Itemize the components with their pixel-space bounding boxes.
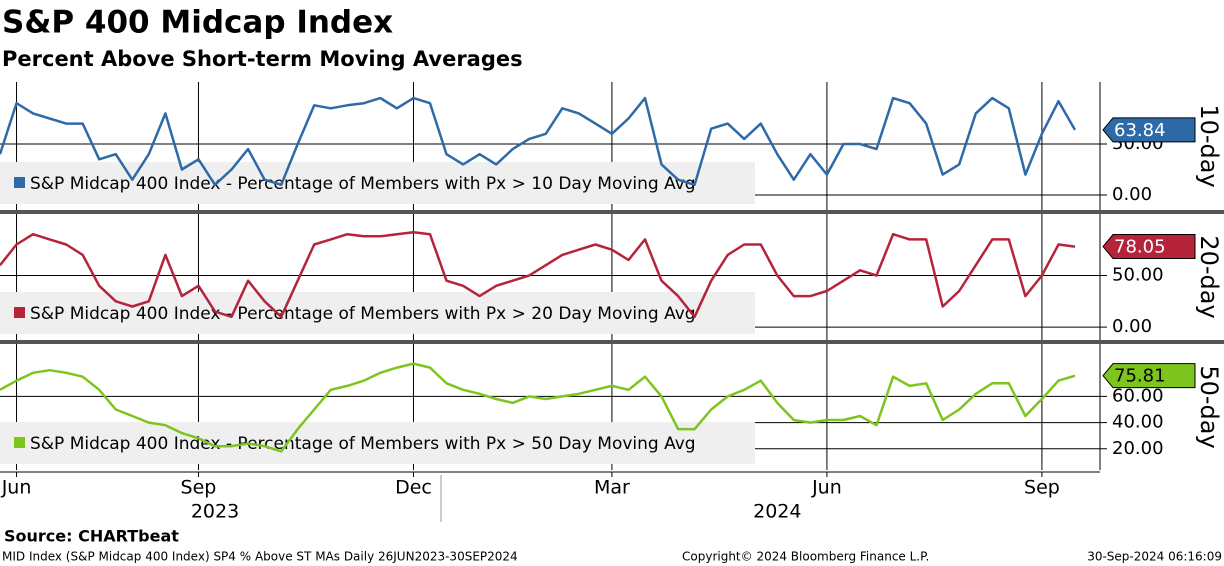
legend-swatch xyxy=(14,437,25,448)
legend-label: S&P Midcap 400 Index - Percentage of Mem… xyxy=(30,304,696,324)
chart-title: S&P 400 Midcap Index xyxy=(2,5,393,41)
panel-separator xyxy=(0,210,1224,214)
footer-center: Copyright© 2024 Bloomberg Finance L.P. xyxy=(682,550,929,564)
series-line xyxy=(0,96,1077,187)
legend-label: S&P Midcap 400 Index - Percentage of Mem… xyxy=(30,434,696,454)
x-tick-label: Jun xyxy=(811,477,842,499)
panel-separator xyxy=(0,340,1224,344)
footer-left: MID Index (S&P Midcap 400 Index) SP4 % A… xyxy=(2,550,518,564)
year-label: 2023 xyxy=(191,501,239,523)
year-label: 2024 xyxy=(753,501,801,523)
y-tick-label: 50.00 xyxy=(1112,265,1164,286)
value-tag-label: 63.84 xyxy=(1114,120,1166,141)
x-tick-label: Jun xyxy=(1,477,32,499)
value-tag-label: 75.81 xyxy=(1114,366,1166,387)
y-tick-label: 20.00 xyxy=(1112,438,1164,459)
y-axis-label: 50-day xyxy=(1195,365,1223,448)
footer-right: 30-Sep-2024 06:16:09 xyxy=(1087,550,1222,564)
x-tick-label: Sep xyxy=(1024,477,1060,499)
y-tick-label: 0.00 xyxy=(1112,316,1152,337)
legend-swatch xyxy=(14,177,25,188)
series-line xyxy=(0,230,1076,319)
y-axis-label: 20-day xyxy=(1195,235,1223,318)
value-tag xyxy=(1102,234,1196,260)
legend-box xyxy=(0,292,755,334)
x-tick-label: Sep xyxy=(181,477,217,499)
value-tag xyxy=(1102,117,1196,143)
legend-box xyxy=(0,422,755,464)
series-line xyxy=(0,362,1076,453)
y-tick-label: 0.00 xyxy=(1112,184,1152,205)
y-axis-label: 10-day xyxy=(1195,104,1223,187)
y-tick-label: 40.00 xyxy=(1112,412,1164,433)
legend-label: S&P Midcap 400 Index - Percentage of Mem… xyxy=(30,174,696,194)
value-tag-label: 78.05 xyxy=(1114,237,1166,258)
source: Source: CHARTbeat xyxy=(4,527,179,546)
x-tick-label: Dec xyxy=(395,477,432,499)
chart-subtitle: Percent Above Short-term Moving Averages xyxy=(2,47,523,71)
y-tick-label: 60.00 xyxy=(1112,385,1164,406)
x-tick-label: Mar xyxy=(594,477,630,499)
legend-swatch xyxy=(14,307,25,318)
value-tag xyxy=(1102,363,1196,389)
